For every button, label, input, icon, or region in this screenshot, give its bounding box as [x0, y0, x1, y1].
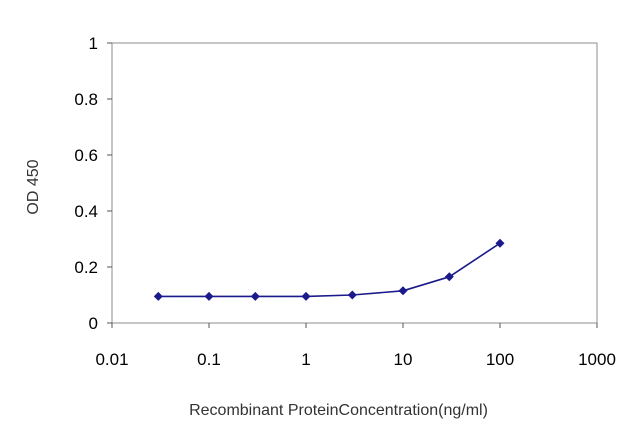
tick-layer: 0 0.2 0.4 0.6 0.8 1 0.01 0.1 1 10 100 1000 — [74, 34, 616, 369]
x-tick-label: 0.1 — [197, 350, 221, 369]
y-tick-label: 0.4 — [74, 202, 98, 221]
data-point — [204, 291, 214, 301]
y-tick-label: 0.8 — [74, 90, 98, 109]
y-tick-label: 1 — [89, 34, 98, 53]
x-tick-label: 1000 — [578, 350, 616, 369]
x-tick-label: 1 — [301, 350, 310, 369]
series-line — [158, 242, 501, 298]
data-point — [153, 291, 163, 301]
y-tick-label: 0 — [89, 314, 98, 333]
x-tick-label: 10 — [394, 350, 413, 369]
x-axis-title: Recombinant ProteinConcentration(ng/ml) — [189, 402, 488, 419]
x-tick-label: 0.01 — [95, 350, 128, 369]
data-point — [250, 291, 260, 301]
series-layer — [153, 238, 505, 301]
y-tick-label: 0.6 — [74, 146, 98, 165]
data-point — [444, 272, 454, 282]
data-point — [495, 238, 505, 248]
data-point — [398, 286, 408, 296]
data-point — [347, 290, 357, 300]
plot-area — [111, 42, 598, 324]
y-axis-title: OD 450 — [25, 159, 42, 214]
y-tick-label: 0.2 — [74, 258, 98, 277]
data-point — [301, 291, 311, 301]
x-tick-label: 100 — [486, 350, 514, 369]
